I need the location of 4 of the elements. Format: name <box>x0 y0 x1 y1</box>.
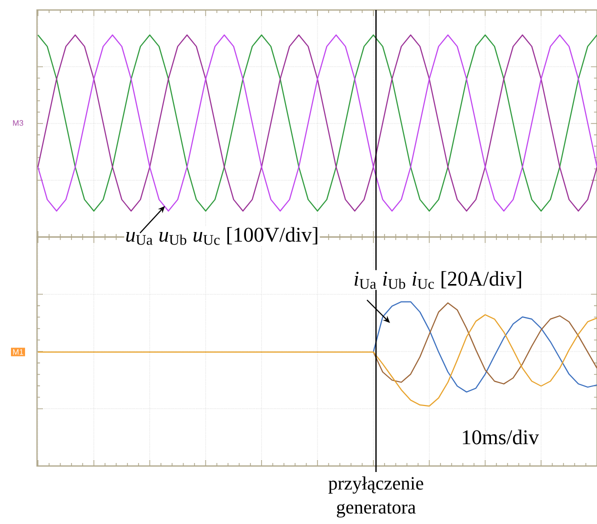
text: u$_{Ua}$ u$_{Ub}$ u$_{Uc}$ [100V/div] <box>126 227 318 245</box>
text: przyłączenie generatora <box>328 476 424 518</box>
text: 10ms/div <box>462 430 539 444</box>
text: i$_{Ua}$ i$_{Ub}$ i$_{Uc}$ [20A/div] <box>354 271 522 289</box>
